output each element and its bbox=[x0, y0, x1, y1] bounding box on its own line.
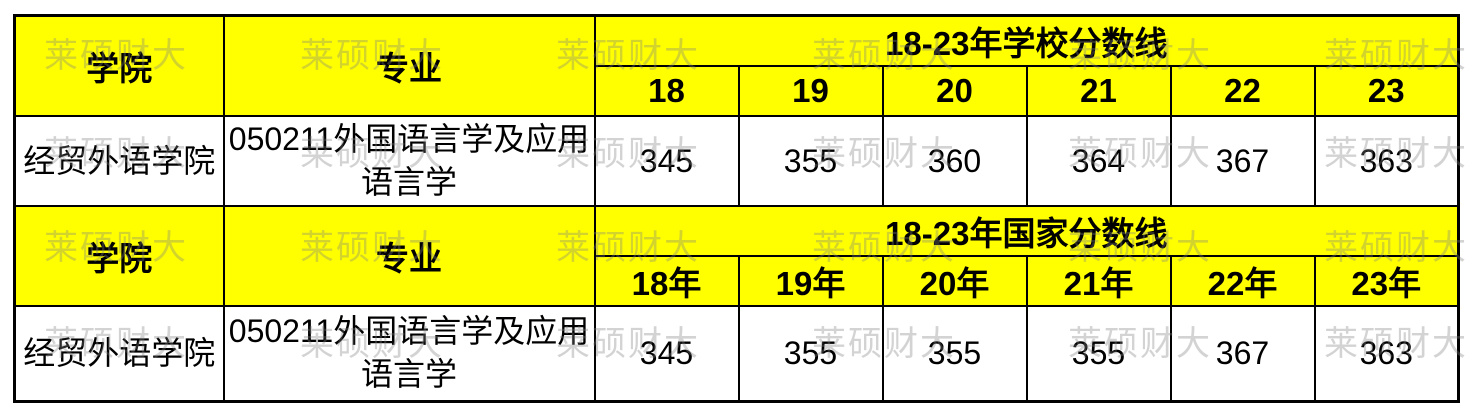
section1-year-header-22: 22 bbox=[1169, 65, 1316, 117]
section1-score-22: 367 bbox=[1169, 115, 1316, 207]
section1-score-21: 364 bbox=[1025, 115, 1172, 207]
section1-year-header-23: 23 bbox=[1313, 65, 1460, 117]
section1-title-cell: 18-23年学校分数线 bbox=[593, 14, 1460, 67]
section2-college-cell: 经贸外语学院 bbox=[13, 305, 225, 402]
section1-title-row: 学院 专业 18-23年学校分数线 bbox=[13, 14, 1460, 117]
section2-year-header-19: 19年 bbox=[737, 255, 884, 307]
section2-title-cell: 18-23年国家分数线 bbox=[593, 205, 1460, 257]
section1-year-header-21: 21 bbox=[1025, 65, 1172, 117]
section1-score-18: 345 bbox=[593, 115, 740, 207]
section2-major-header-cell: 专业 bbox=[222, 205, 596, 307]
section2-title-row: 学院 专业 18-23年国家分数线 bbox=[13, 205, 1460, 307]
section2-major-cell: 050211外国语言学及应用语言学 bbox=[222, 305, 596, 402]
section1-college-cell: 经贸外语学院 bbox=[13, 115, 225, 207]
section2-year-header-row: 18年 19年 20年 21年 22年 23年 bbox=[15, 255, 1460, 307]
section2-data-row: 经贸外语学院 050211外国语言学及应用语言学 345 355 355 355… bbox=[13, 305, 1460, 402]
section2-year-header-18: 18年 bbox=[593, 255, 740, 307]
section1-year-header-19: 19 bbox=[737, 65, 884, 117]
section2-score-22: 367 bbox=[1169, 305, 1316, 402]
section2-score-19: 355 bbox=[737, 305, 884, 402]
section2-score-23: 363 bbox=[1313, 305, 1460, 402]
section2-score-21: 355 bbox=[1025, 305, 1172, 402]
section2-year-header-23: 23年 bbox=[1313, 255, 1460, 307]
section1-data-row: 经贸外语学院 050211外国语言学及应用语言学 345 355 360 364… bbox=[13, 115, 1460, 207]
section2-year-header-20: 20年 bbox=[881, 255, 1028, 307]
section1-year-header-20: 20 bbox=[881, 65, 1028, 117]
section2-score-18: 345 bbox=[593, 305, 740, 402]
section2-score-20: 355 bbox=[881, 305, 1028, 402]
section1-year-header-row: 18 19 20 21 22 23 bbox=[15, 65, 1460, 117]
section1-college-header-cell: 学院 bbox=[13, 14, 225, 117]
section1-year-header-18: 18 bbox=[593, 65, 740, 117]
section2-college-header-cell: 学院 bbox=[13, 205, 225, 307]
section1-score-19: 355 bbox=[737, 115, 884, 207]
section1-score-23: 363 bbox=[1313, 115, 1460, 207]
section1-score-20: 360 bbox=[881, 115, 1028, 207]
section1-major-cell: 050211外国语言学及应用语言学 bbox=[222, 115, 596, 207]
section1-major-header-cell: 专业 bbox=[222, 14, 596, 117]
section2-year-header-21: 21年 bbox=[1025, 255, 1172, 307]
section2-year-header-22: 22年 bbox=[1169, 255, 1316, 307]
score-table: 学院 专业 18-23年学校分数线 18 19 20 21 22 23 经贸外语… bbox=[13, 14, 1461, 403]
